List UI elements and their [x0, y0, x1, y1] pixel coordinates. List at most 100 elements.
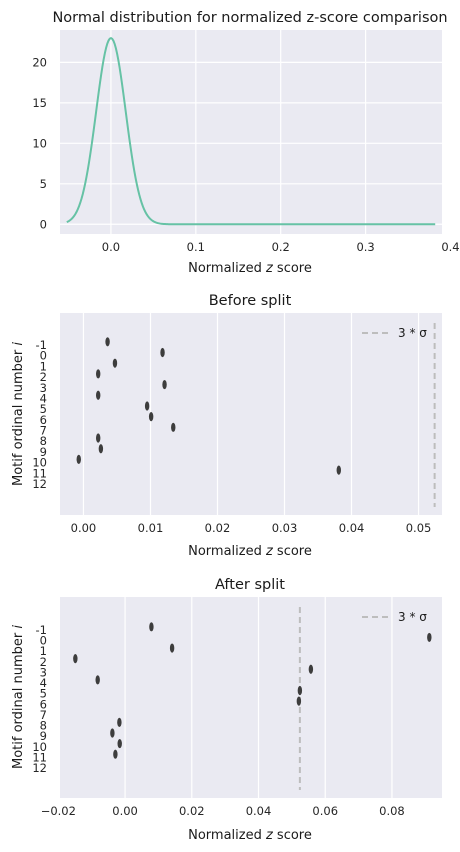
chart-title: Before split	[209, 293, 292, 309]
x-tick-label: 0.05	[406, 521, 432, 535]
x-tick-labels: 0.00 0.01 0.02 0.03 0.04 0.05	[71, 521, 432, 535]
data-point	[96, 390, 101, 400]
y-tick-label: 9	[40, 445, 47, 459]
y-tick-label: -1	[36, 338, 47, 352]
y-tick-label: 5	[40, 177, 47, 191]
data-point	[308, 664, 314, 674]
y-tick-label: 7	[40, 708, 47, 722]
x-tick-label: 0.03	[272, 521, 298, 535]
y-tick-label: 5	[40, 402, 47, 416]
plot-area	[60, 30, 442, 234]
data-point	[297, 685, 303, 696]
x-tick-label: 0.3	[356, 240, 374, 254]
x-axis-label: Normalized z score	[188, 261, 312, 276]
data-point	[336, 465, 341, 475]
data-point	[117, 717, 122, 727]
legend: 3 * σ	[362, 610, 427, 624]
x-tick-label: −0.02	[41, 804, 76, 818]
y-axis-label: Motif ordinal number i	[11, 342, 26, 486]
y-tick-label: 20	[32, 55, 47, 69]
chart-title: After split	[215, 577, 285, 593]
y-tick-label: 4	[40, 391, 47, 405]
data-point	[162, 379, 167, 390]
y-tick-label: 7	[40, 424, 47, 438]
data-point	[95, 675, 100, 685]
data-points	[76, 337, 341, 475]
data-point	[113, 749, 118, 759]
x-tick-label: 0.1	[187, 240, 205, 254]
x-tick-label: 0.02	[205, 521, 231, 535]
data-point	[169, 643, 175, 653]
plot-area	[60, 597, 442, 798]
data-point	[160, 347, 165, 358]
y-tick-label: 11	[32, 750, 47, 764]
y-tick-label: 8	[40, 434, 47, 448]
y-tick-label: 11	[32, 466, 47, 480]
y-tick-label: 3	[40, 381, 47, 395]
y-tick-label: -1	[36, 623, 47, 637]
y-tick-label: 10	[32, 136, 47, 150]
data-point	[427, 632, 432, 643]
y-tick-label: 10	[32, 456, 47, 470]
y-tick-label: 8	[40, 719, 47, 733]
x-axis-label: Normalized z score	[188, 544, 312, 559]
y-tick-label: 2	[40, 655, 47, 669]
y-tick-labels: 0 5 10 15 20	[32, 55, 47, 231]
x-tick-labels: 0.0 0.1 0.2 0.3 0.4	[102, 240, 460, 254]
legend: 3 * σ	[362, 326, 427, 340]
y-tick-label: 6	[40, 697, 47, 711]
y-tick-label: 1	[40, 359, 47, 373]
data-point	[105, 337, 110, 347]
data-point	[96, 433, 101, 443]
data-point	[73, 654, 78, 664]
data-point	[112, 358, 118, 368]
y-tick-label: 10	[32, 740, 47, 754]
y-tick-label: 0	[40, 634, 47, 648]
normal-distribution-chart: Normal distribution for normalized z-sco…	[32, 10, 459, 276]
x-tick-labels: −0.02 0.00 0.02 0.04 0.06 0.08	[41, 804, 405, 818]
x-tick-label: 0.2	[272, 240, 290, 254]
data-point	[148, 412, 154, 422]
data-point	[144, 401, 150, 411]
data-point	[117, 738, 122, 749]
y-tick-label: 0	[40, 217, 47, 231]
data-points	[73, 622, 432, 759]
x-tick-label: 0.06	[312, 804, 338, 818]
data-point	[110, 728, 115, 738]
plot-area	[60, 313, 442, 515]
chart-title: Normal distribution for normalized z-sco…	[52, 10, 447, 26]
x-tick-label: 0.4	[441, 240, 459, 254]
x-tick-label: 0.04	[339, 521, 365, 535]
data-point	[171, 422, 176, 432]
grid-lines	[57, 597, 393, 798]
x-tick-label: 0.00	[112, 804, 138, 818]
data-point	[149, 622, 154, 632]
data-point	[98, 444, 104, 454]
x-tick-label: 0.04	[246, 804, 272, 818]
y-tick-label: 4	[40, 676, 47, 690]
x-tick-label: 0.00	[71, 521, 97, 535]
normal-curve-line	[66, 36, 436, 226]
y-tick-label: 2	[40, 370, 47, 384]
y-tick-label: 9	[40, 729, 47, 743]
legend-label: 3 * σ	[398, 326, 427, 340]
x-tick-label: 0.0	[102, 240, 120, 254]
data-point	[76, 454, 81, 465]
y-tick-label: 15	[32, 96, 47, 110]
y-axis-label: Motif ordinal number i	[11, 625, 26, 769]
x-tick-label: 0.08	[379, 804, 405, 818]
x-tick-label: 0.01	[138, 521, 164, 535]
data-point	[296, 696, 302, 706]
x-axis-label: Normalized z score	[188, 828, 312, 843]
data-point	[96, 369, 101, 379]
y-tick-label: 12	[32, 761, 47, 775]
y-tick-label: 0	[40, 349, 47, 363]
y-tick-label: 6	[40, 413, 47, 427]
y-tick-label: 5	[40, 687, 47, 701]
before-split-chart: Before split 0.00 0.01 0.02 0.03 0.04 0.05 -1…	[11, 293, 442, 559]
y-tick-label: 1	[40, 644, 47, 658]
y-tick-label: 3	[40, 665, 47, 679]
